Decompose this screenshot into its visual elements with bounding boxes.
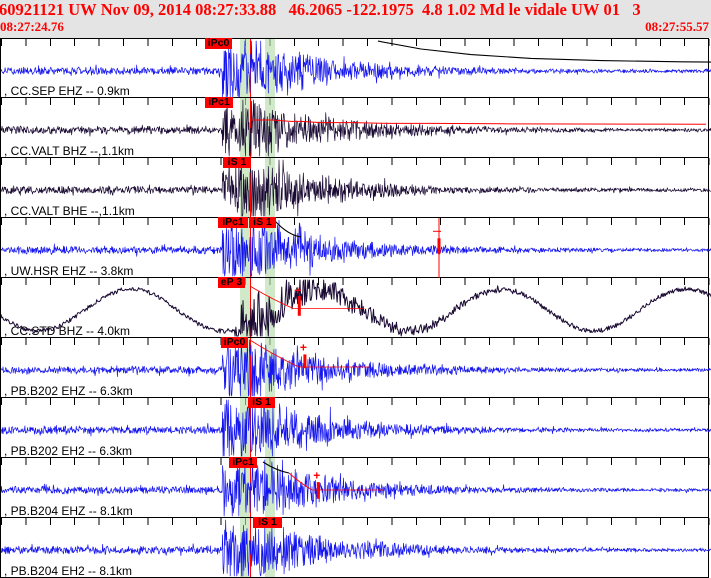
svg-text:+: +	[313, 469, 320, 483]
svg-text:+: +	[300, 341, 307, 355]
svg-text:+: +	[294, 284, 301, 298]
